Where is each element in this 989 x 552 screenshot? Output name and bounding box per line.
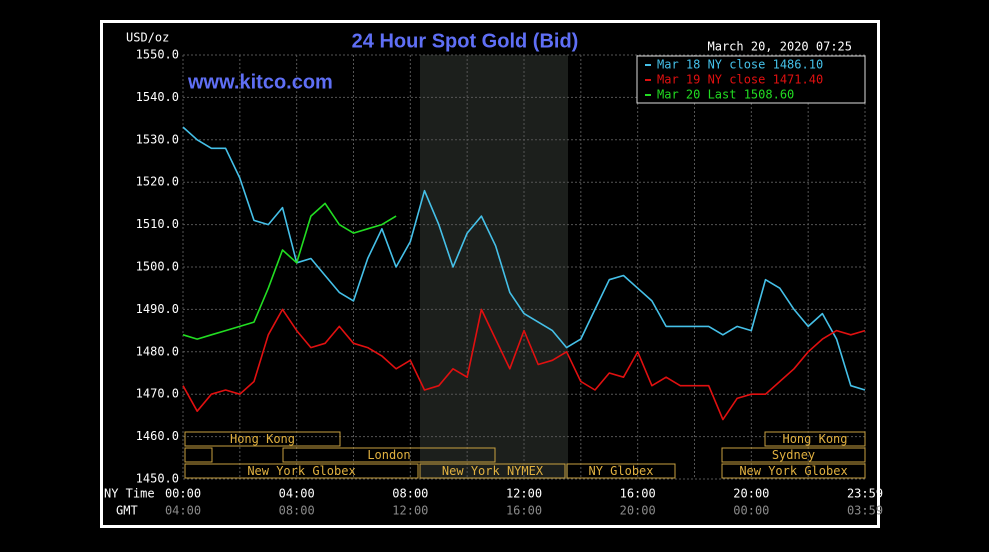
session-box [721, 463, 866, 479]
y-tick-label: 1550.0 [136, 48, 179, 62]
y-tick-label: 1450.0 [136, 472, 179, 486]
series-line [182, 308, 866, 421]
session-label: Sydney [772, 448, 815, 462]
gmt-tick-label: 00:00 [733, 504, 769, 518]
y-tick-label: 1490.0 [136, 302, 179, 316]
watermark: www.kitco.com [187, 71, 333, 93]
y-tick-label: 1530.0 [136, 132, 179, 146]
gmt-tick-label: 12:00 [392, 504, 428, 518]
x-tick-label: 00:00 [165, 487, 201, 501]
x-tick-label: 08:00 [392, 487, 428, 501]
gmt-tick-label: 20:00 [620, 504, 656, 518]
session-label: NY Globex [588, 464, 653, 478]
legend-box [636, 55, 866, 104]
session-label: New York Globex [247, 464, 355, 478]
legend-label: Mar 19 NY close 1471.40 [657, 73, 823, 87]
gmt-tick-label: 03:59 [847, 504, 883, 518]
series-line [182, 202, 397, 340]
timestamp: March 20, 2020 07:25 [708, 40, 853, 54]
x-tick-label: 04:00 [279, 487, 315, 501]
x-tick-label: 20:00 [733, 487, 769, 501]
y-tick-label: 1480.0 [136, 344, 179, 358]
y-tick-label: 1460.0 [136, 429, 179, 443]
y-tick-label: 1470.0 [136, 387, 179, 401]
session-box [419, 463, 566, 479]
y-tick-label: 1510.0 [136, 217, 179, 231]
session-label: London [367, 448, 410, 462]
session-label: New York NYMEX [442, 464, 544, 478]
session-label: New York Globex [739, 464, 847, 478]
x2-axis-label: GMT [116, 504, 138, 518]
y-axis-label: USD/oz [126, 31, 169, 45]
session-box [282, 447, 496, 463]
legend-label: Mar 18 NY close 1486.10 [657, 58, 823, 72]
x-tick-label: 16:00 [620, 487, 656, 501]
session-box [184, 447, 213, 463]
gmt-tick-label: 08:00 [279, 504, 315, 518]
x-tick-label: 23:59 [847, 487, 883, 501]
gmt-tick-label: 04:00 [165, 504, 201, 518]
session-box [721, 447, 866, 463]
y-tick-label: 1540.0 [136, 90, 179, 104]
x-axis-label: NY Time [104, 487, 155, 501]
x-tick-label: 12:00 [506, 487, 542, 501]
y-tick-label: 1520.0 [136, 175, 179, 189]
session-label: Hong Kong [782, 432, 847, 446]
session-box [566, 463, 676, 479]
session-box [764, 431, 866, 447]
chart-title: 24 Hour Spot Gold (Bid) [352, 30, 579, 52]
session-label: Hong Kong [230, 432, 295, 446]
y-tick-label: 1500.0 [136, 260, 179, 274]
session-box [184, 431, 341, 447]
legend-label: Mar 20 Last 1508.60 [657, 88, 794, 102]
session-box [184, 463, 419, 479]
shaded-session [420, 55, 568, 479]
gmt-tick-label: 16:00 [506, 504, 542, 518]
